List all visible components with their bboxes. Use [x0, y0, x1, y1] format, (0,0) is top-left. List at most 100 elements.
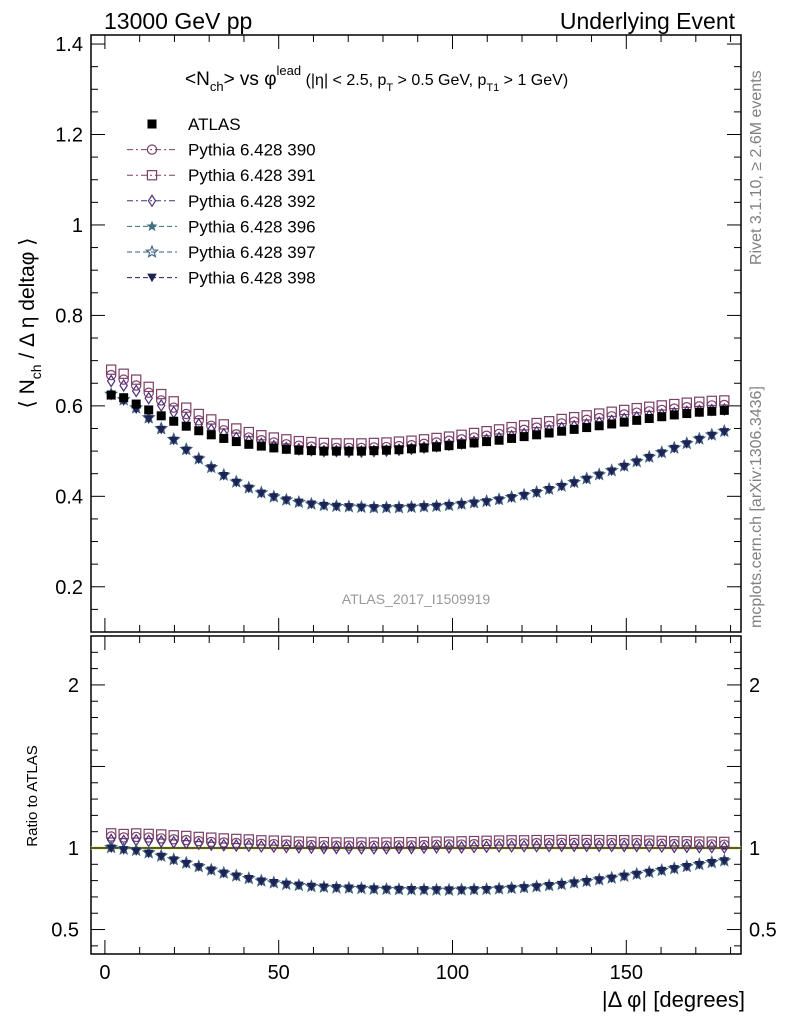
ratio-point-pythia-6-428-392 [569, 839, 579, 853]
legend-marker-pythia-6-428-391 [146, 170, 158, 181]
ratio-point-pythia-6-428-392 [382, 841, 391, 855]
ratio-point-pythia-6-428-391 [631, 835, 642, 846]
ratio-point-pythia-6-428-398 [168, 856, 179, 865]
data-point-pythia-6-428-391 [281, 434, 292, 445]
data-point-pythia-6-428-398 [419, 503, 429, 512]
ratio-point-pythia-6-428-392 [357, 841, 366, 855]
ratio-y-tick-label: 1 [68, 838, 79, 860]
ratio-y-tick-label-right: 2 [749, 675, 760, 697]
data-point-atlas [194, 426, 204, 436]
ratio-point-pythia-6-428-398 [594, 876, 604, 885]
ratio-point-pythia-6-428-398 [319, 883, 329, 893]
x-tick-label: 0 [99, 962, 110, 984]
header-left: 13000 GeV pp [104, 8, 252, 34]
ratio-point-pythia-6-428-398 [707, 858, 717, 868]
ratio-point-pythia-6-428-391 [568, 834, 580, 846]
y-tick-label: 0.2 [55, 577, 83, 599]
ratio-point-pythia-6-428-392 [294, 840, 304, 854]
legend-marker-pythia-6-428-392 [147, 194, 157, 208]
ratio-point-pythia-6-428-391 [168, 830, 179, 841]
ratio-point-pythia-6-428-391 [181, 830, 192, 842]
data-point-pythia-6-428-398 [294, 498, 304, 508]
data-point-pythia-6-428-398 [281, 496, 292, 505]
ratio-point-pythia-6-428-391 [393, 836, 405, 848]
data-point-atlas [669, 410, 679, 420]
y-tick-label: 0.8 [55, 305, 83, 327]
data-point-atlas [219, 433, 229, 443]
data-point-atlas [306, 446, 316, 456]
ratio-point-pythia-6-428-392 [269, 840, 279, 854]
data-point-pythia-6-428-398 [456, 500, 467, 510]
ratio-point-pythia-6-428-392 [344, 841, 354, 855]
ratio-point-pythia-6-428-392 [644, 839, 654, 853]
ratio-point-pythia-6-428-391 [156, 829, 167, 840]
ratio-point-pythia-6-428-391 [368, 837, 380, 848]
ratio-point-pythia-6-428-392 [494, 839, 504, 854]
ratio-point-pythia-6-428-391 [268, 835, 280, 846]
ratio-point-pythia-6-428-398 [569, 879, 579, 889]
data-point-pythia-6-428-391 [105, 364, 117, 375]
data-point-atlas [131, 399, 141, 409]
data-point-atlas [582, 423, 592, 433]
ratio-point-pythia-6-428-392 [532, 839, 541, 853]
rivet-version-label: Rivet 3.1.10, ≥ 2.6M events [748, 70, 765, 265]
ratio-point-pythia-6-428-391 [468, 835, 480, 847]
data-point-pythia-6-428-392 [156, 398, 166, 413]
ratio-point-pythia-6-428-392 [407, 841, 416, 855]
ratio-point-pythia-6-428-398 [269, 879, 279, 888]
data-point-atlas [619, 417, 629, 427]
ratio-point-pythia-6-428-398 [356, 884, 367, 894]
ratio-point-pythia-6-428-391 [456, 836, 467, 847]
data-point-atlas [269, 443, 279, 453]
ratio-point-pythia-6-428-398 [231, 872, 242, 882]
data-point-pythia-6-428-390 [168, 402, 179, 413]
ratio-point-pythia-6-428-398 [456, 886, 467, 896]
data-point-pythia-6-428-398 [506, 494, 517, 503]
data-point-pythia-6-428-398 [719, 428, 730, 437]
data-point-pythia-6-428-398 [244, 484, 254, 494]
ratio-point-pythia-6-428-391 [669, 836, 680, 847]
ratio-point-pythia-6-428-392 [707, 840, 717, 854]
ratio-point-pythia-6-428-391 [231, 833, 242, 845]
ratio-point-pythia-6-428-392 [507, 839, 516, 854]
ratio-point-pythia-6-428-398 [419, 886, 429, 895]
ratio-point-pythia-6-428-398 [719, 857, 730, 866]
ratio-point-pythia-6-428-398 [281, 880, 292, 890]
ratio-point-pythia-6-428-391 [556, 834, 567, 846]
ratio-point-pythia-6-428-391 [506, 835, 517, 846]
ratio-point-pythia-6-428-392 [181, 836, 191, 850]
data-point-pythia-6-428-398 [394, 504, 404, 513]
data-point-pythia-6-428-391 [256, 430, 267, 441]
data-point-atlas [119, 393, 129, 403]
data-point-pythia-6-428-398 [707, 431, 717, 441]
y-tick-label: 1.2 [55, 125, 83, 147]
data-point-pythia-6-428-390 [130, 380, 142, 391]
data-point-atlas [482, 437, 492, 447]
ratio-y-tick-label-right: 1 [749, 838, 760, 860]
data-point-atlas [406, 444, 416, 454]
ratio-point-pythia-6-428-391 [581, 834, 592, 846]
data-point-atlas [331, 446, 341, 456]
x-tick-label: 100 [436, 962, 469, 984]
legend-marker-atlas [147, 119, 157, 129]
ratio-point-pythia-6-428-391 [518, 835, 530, 846]
ratio-point-pythia-6-428-392 [457, 840, 466, 854]
ratio-point-pythia-6-428-392 [669, 840, 679, 854]
ratio-point-pythia-6-428-392 [432, 840, 441, 854]
ratio-series-layer [91, 828, 741, 896]
ratio-point-pythia-6-428-391 [256, 835, 267, 846]
ratio-point-pythia-6-428-391 [193, 831, 204, 843]
ratio-y-tick-label: 2 [68, 675, 79, 697]
data-point-pythia-6-428-398 [656, 449, 667, 458]
ratio-point-pythia-6-428-392 [482, 840, 491, 854]
data-point-pythia-6-428-398 [369, 504, 379, 513]
data-point-atlas [469, 438, 479, 448]
ratio-point-pythia-6-428-391 [306, 836, 317, 848]
ratio-point-pythia-6-428-398 [406, 885, 417, 895]
data-point-atlas [244, 439, 254, 449]
ratio-point-pythia-6-428-398 [193, 863, 204, 872]
data-point-pythia-6-428-392 [106, 374, 116, 388]
ratio-point-pythia-6-428-391 [293, 836, 305, 847]
y-tick-label: 0.6 [55, 396, 83, 418]
data-point-atlas [494, 435, 504, 445]
